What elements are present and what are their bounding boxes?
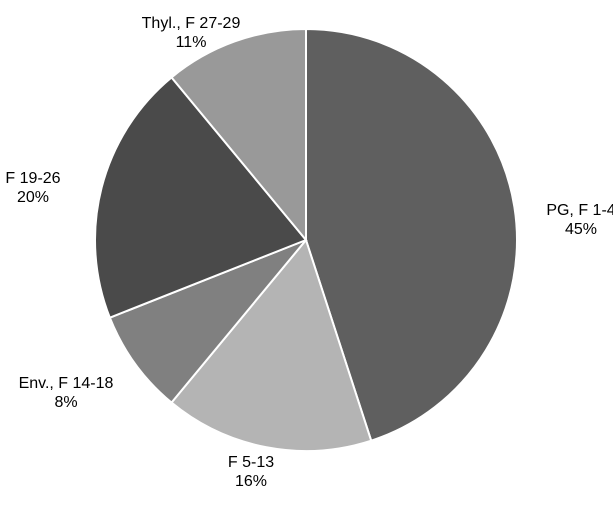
slice-percent: 11% [176,34,207,51]
slice-label: Thyl., F 27-29 11% [142,15,241,51]
pie-slice [94,76,308,319]
slice-percent: 16% [235,473,267,490]
slice-percent: 8% [54,394,77,411]
slice-label: Env., F 14-18 8% [19,375,114,411]
slice-label: F 5-13 16% [228,454,274,490]
slice-name: Thyl., F 27-29 [142,15,241,32]
pie-slice [108,239,307,404]
slice-name: Env., F 14-18 [19,375,114,392]
slice-name: F 19-26 [5,170,60,187]
pie-slice [305,27,518,442]
slice-percent: 45% [565,221,597,238]
pie-labels: PG, F 1-4 45% F 5-13 16% Env., F 14-18 8% F 19… [5,15,613,490]
pie-slice [170,27,307,243]
slice-label: PG, F 1-4 45% [546,202,613,238]
slice-percent: 20% [17,189,49,206]
slice-name: PG, F 1-4 [546,202,613,219]
pie-slices [94,27,518,452]
slice-name: F 5-13 [228,454,274,471]
pie-slice [170,237,373,452]
slice-label: F 19-26 20% [5,170,60,206]
